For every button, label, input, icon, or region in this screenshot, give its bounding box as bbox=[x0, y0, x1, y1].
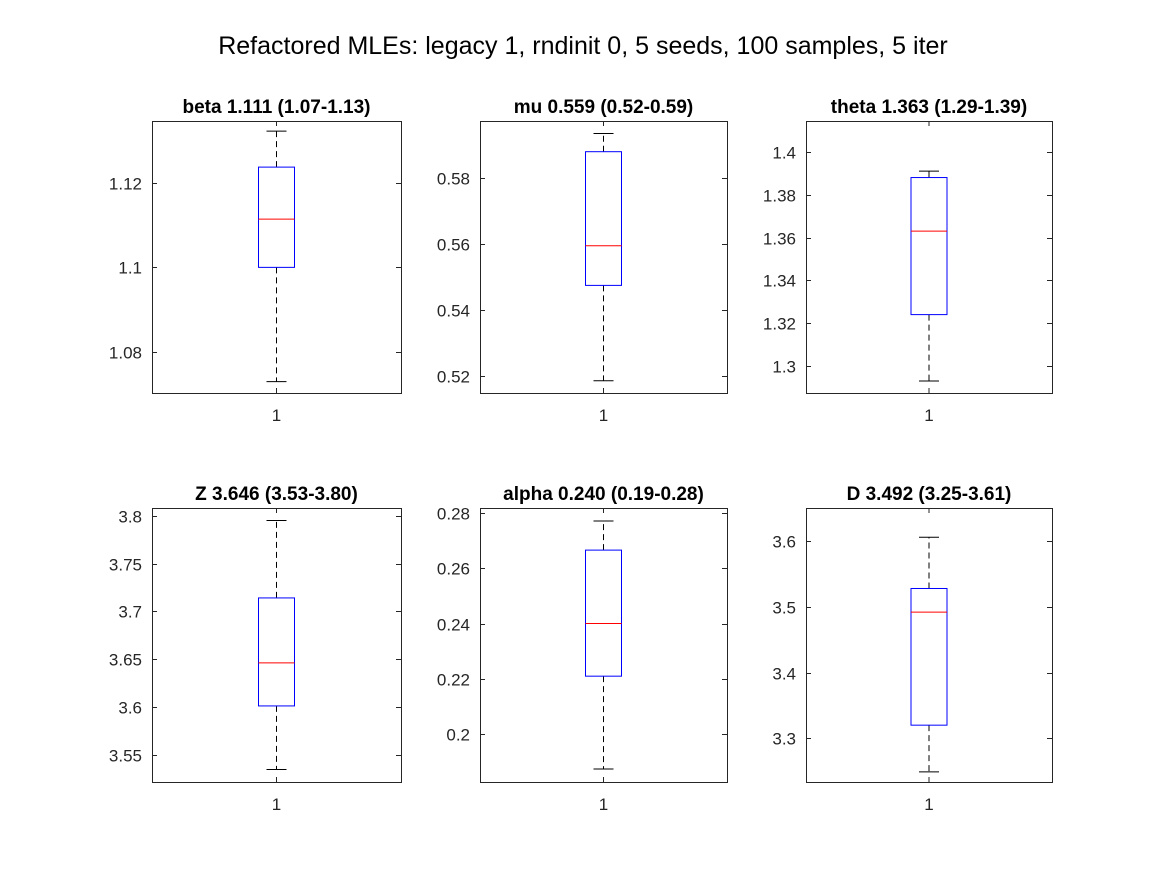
ytick-label: 1.4 bbox=[772, 144, 796, 163]
box-iqr bbox=[585, 151, 622, 286]
ytick-label: 1.34 bbox=[763, 272, 796, 291]
ytick-label: 3.6 bbox=[772, 533, 796, 552]
ytick-label: 0.2 bbox=[446, 726, 470, 745]
subplot-z: Z 3.646 (3.53-3.80) 3.55 3.6 3.65 3.7 3.75 3.8… bbox=[109, 484, 402, 814]
ytick-label: 3.3 bbox=[772, 730, 796, 749]
ytick-label: 0.52 bbox=[437, 368, 470, 387]
subplot-title-theta: theta 1.363 (1.29-1.39) bbox=[831, 97, 1027, 118]
ytick-label: 1.38 bbox=[763, 187, 796, 206]
ytick-label: 3.55 bbox=[109, 747, 142, 766]
subplot-mu: mu 0.559 (0.52-0.59) 0.52 0.54 0.56 0.58 1 bbox=[437, 97, 728, 425]
ytick-label: 0.54 bbox=[437, 302, 470, 321]
ytick-label: 0.28 bbox=[437, 505, 470, 524]
ytick-label: 3.5 bbox=[772, 599, 796, 618]
box-iqr bbox=[585, 549, 622, 677]
subplot-title-mu: mu 0.559 (0.52-0.59) bbox=[514, 97, 694, 118]
ytick-label: 3.65 bbox=[109, 651, 142, 670]
ytick-label: 3.8 bbox=[118, 508, 142, 527]
ytick-label: 1.1 bbox=[118, 259, 142, 278]
box-iqr bbox=[258, 597, 295, 707]
subplot-theta: theta 1.363 (1.29-1.39) 1.3 1.32 1.34 1.36 1.… bbox=[763, 97, 1053, 425]
subplot-title-d: D 3.492 (3.25-3.61) bbox=[847, 484, 1012, 505]
ytick-label: 1.08 bbox=[109, 344, 142, 363]
box-iqr bbox=[910, 587, 948, 726]
xtick-label: 1 bbox=[272, 795, 281, 814]
box-iqr bbox=[258, 166, 295, 268]
ytick-label: 3.7 bbox=[118, 603, 142, 622]
ytick-label: 0.26 bbox=[437, 560, 470, 579]
ytick-label: 3.4 bbox=[772, 665, 796, 684]
ytick-label: 1.36 bbox=[763, 230, 796, 249]
ytick-label: 3.6 bbox=[118, 699, 142, 718]
ytick-label: 1.12 bbox=[109, 175, 142, 194]
box-iqr bbox=[910, 177, 948, 316]
ytick-label: 0.22 bbox=[437, 671, 470, 690]
axes-box-mu bbox=[480, 121, 728, 394]
ytick-label: 0.56 bbox=[437, 236, 470, 255]
axes-box-d bbox=[806, 508, 1053, 783]
xtick-label: 1 bbox=[272, 406, 281, 425]
subplot-title-beta: beta 1.111 (1.07-1.13) bbox=[182, 97, 370, 118]
subplot-alpha: alpha 0.240 (0.19-0.28) 0.2 0.22 0.24 0.26 0.… bbox=[437, 484, 728, 814]
ytick-label: 0.24 bbox=[437, 616, 470, 635]
figure-title: Refactored MLEs: legacy 1, rndinit 0, 5 … bbox=[218, 32, 948, 60]
subplot-d: D 3.492 (3.25-3.61) 3.3 3.4 3.5 3.6 1 bbox=[772, 484, 1053, 814]
subplot-title-z: Z 3.646 (3.53-3.80) bbox=[195, 484, 358, 505]
xtick-label: 1 bbox=[599, 795, 608, 814]
ytick-label: 1.32 bbox=[763, 315, 796, 334]
ytick-label: 1.3 bbox=[772, 358, 796, 377]
xtick-label: 1 bbox=[924, 795, 933, 814]
axes-box-theta bbox=[806, 121, 1053, 394]
subplot-title-alpha: alpha 0.240 (0.19-0.28) bbox=[503, 484, 704, 505]
xtick-label: 1 bbox=[599, 406, 608, 425]
ytick-label: 3.75 bbox=[109, 556, 142, 575]
ytick-label: 0.58 bbox=[437, 170, 470, 189]
subplot-beta: beta 1.111 (1.07-1.13) 1.08 1.1 1.12 1 bbox=[109, 97, 402, 425]
xtick-label: 1 bbox=[924, 406, 933, 425]
